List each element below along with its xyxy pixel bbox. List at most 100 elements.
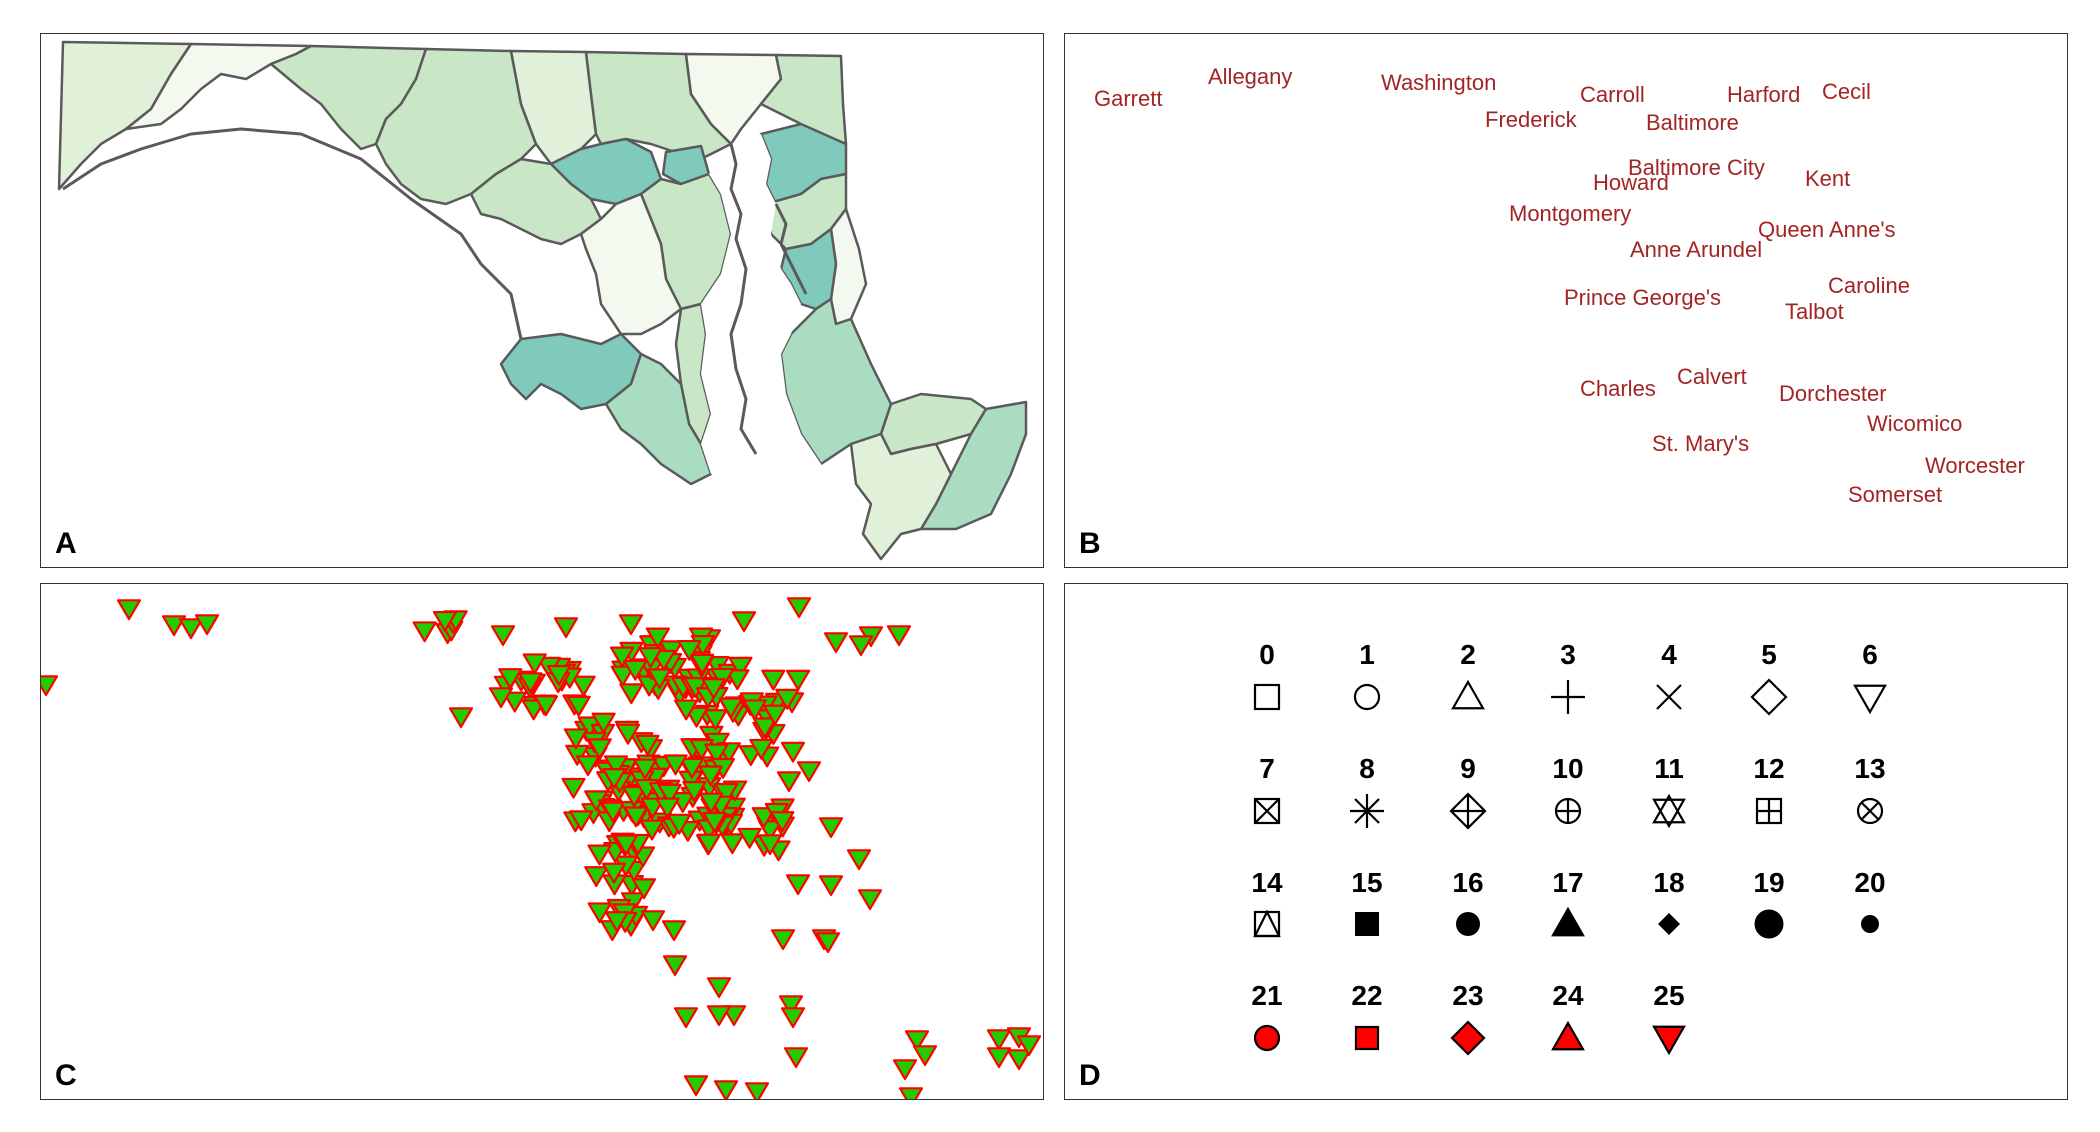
pch-symbol-10: 10: [1552, 753, 1584, 825]
point-marker: [448, 707, 474, 729]
pch-symbol-25: 25: [1652, 980, 1686, 1056]
point-marker: [615, 723, 641, 745]
point-marker: [566, 695, 591, 717]
pch-symbol-15: 15: [1351, 867, 1383, 936]
point-marker: [818, 875, 844, 897]
pch-number-label: 8: [1359, 753, 1375, 784]
label-washington: Washington: [1381, 70, 1497, 95]
panel-c-point-markers: C: [40, 583, 1044, 1100]
point-marker: [631, 878, 657, 900]
pch-shape-diamond-open: [1750, 678, 1788, 716]
pch-symbol-9: 9: [1449, 753, 1487, 830]
point-marker: [640, 910, 666, 932]
point-marker: [796, 761, 822, 783]
point-marker: [1016, 1035, 1042, 1057]
point-marker: [161, 615, 187, 637]
point-marker: [701, 678, 726, 700]
point-marker: [575, 755, 601, 777]
label-kent: Kent: [1805, 166, 1851, 191]
point-marker: [757, 834, 783, 856]
label-anne-arundel: Anne Arundel: [1630, 237, 1763, 262]
point-marker: [618, 614, 644, 636]
pch-number-label: 7: [1259, 753, 1275, 784]
point-marker: [41, 675, 59, 697]
pch-shape-cross: [1656, 684, 1682, 710]
point-marker: [699, 792, 724, 814]
point-marker: [785, 874, 811, 896]
pch-symbol-0: 0: [1253, 639, 1281, 711]
point-marker: [632, 758, 658, 780]
point-marker: [737, 827, 762, 849]
point-marker: [770, 929, 796, 951]
point-marker: [762, 704, 788, 726]
point-marker: [178, 618, 204, 640]
point-marker: [720, 833, 745, 855]
label-howard: Howard: [1593, 170, 1669, 195]
pch-number-label: 15: [1351, 867, 1382, 898]
pch-number-label: 1: [1359, 639, 1375, 670]
point-marker: [761, 669, 786, 691]
label-dorchester: Dorchester: [1779, 381, 1887, 406]
label-wicomico: Wicomico: [1867, 411, 1963, 436]
point-marker: [609, 646, 635, 668]
point-marker: [696, 833, 721, 855]
point-marker: [904, 1030, 930, 1052]
point-marker: [584, 866, 609, 888]
pch-symbol-8: 8: [1350, 753, 1384, 828]
panel-letter-a: A: [55, 527, 77, 560]
point-marker: [601, 862, 627, 884]
point-marker: [986, 1029, 1012, 1051]
point-marker: [725, 669, 750, 691]
point-marker: [432, 610, 458, 632]
pch-number-label: 22: [1351, 980, 1382, 1011]
point-marker: [780, 1007, 806, 1029]
point-marker: [752, 717, 777, 739]
label-calvert: Calvert: [1677, 364, 1747, 389]
point-marker: [823, 632, 849, 654]
point-marker: [502, 691, 527, 713]
point-marker: [561, 777, 586, 799]
point-marker: [587, 738, 612, 760]
pch-symbol-23: 23: [1450, 980, 1486, 1056]
point-marker: [533, 695, 559, 717]
pch-shape-circle-open: [1353, 683, 1381, 711]
pch-shape-circle-cross: [1856, 797, 1884, 825]
county-charles: [499, 332, 643, 411]
point-marker: [683, 1075, 709, 1097]
pch-symbol-16: 16: [1452, 867, 1484, 936]
point-marker: [776, 771, 802, 793]
county-somerset: [849, 432, 953, 561]
label-montgomery: Montgomery: [1509, 201, 1632, 226]
pch-shape-square-filled: [1355, 912, 1379, 936]
pch-shape-star-of-david: [1652, 793, 1686, 829]
pch-shape-triangle-red: [1551, 1020, 1585, 1051]
point-marker: [818, 817, 844, 839]
pch-shape-circle-filled-large: [1754, 909, 1784, 939]
point-marker: [661, 920, 687, 942]
pch-symbol-21: 21: [1251, 980, 1283, 1052]
label-caroline: Caroline: [1828, 273, 1910, 298]
pch-number-label: 19: [1753, 867, 1784, 898]
pch-number-label: 13: [1854, 753, 1885, 784]
point-marker: [770, 811, 795, 833]
pch-shape-triangle-open: [1451, 679, 1485, 710]
point-marker: [603, 755, 629, 777]
point-marker: [522, 653, 547, 675]
pch-number-label: 3: [1560, 639, 1576, 670]
point-marker: [744, 1082, 770, 1099]
panel-a-choropleth-map: A: [40, 33, 1044, 568]
point-marker: [848, 635, 874, 657]
point-marker: [706, 1005, 732, 1027]
point-marker: [706, 977, 732, 999]
point-marker: [682, 781, 707, 802]
pch-shape-plus: [1551, 680, 1585, 714]
pch-symbol-1: 1: [1353, 639, 1381, 711]
chesapeake-bay-shore: [729, 143, 808, 455]
county-worcester: [919, 400, 1028, 531]
pch-number-label: 9: [1460, 753, 1476, 784]
point-marker: [194, 614, 220, 636]
county-prince-georges: [579, 192, 683, 336]
label-carroll: Carroll: [1580, 82, 1645, 107]
point-marker: [602, 768, 627, 789]
pch-symbol-22: 22: [1351, 980, 1383, 1051]
